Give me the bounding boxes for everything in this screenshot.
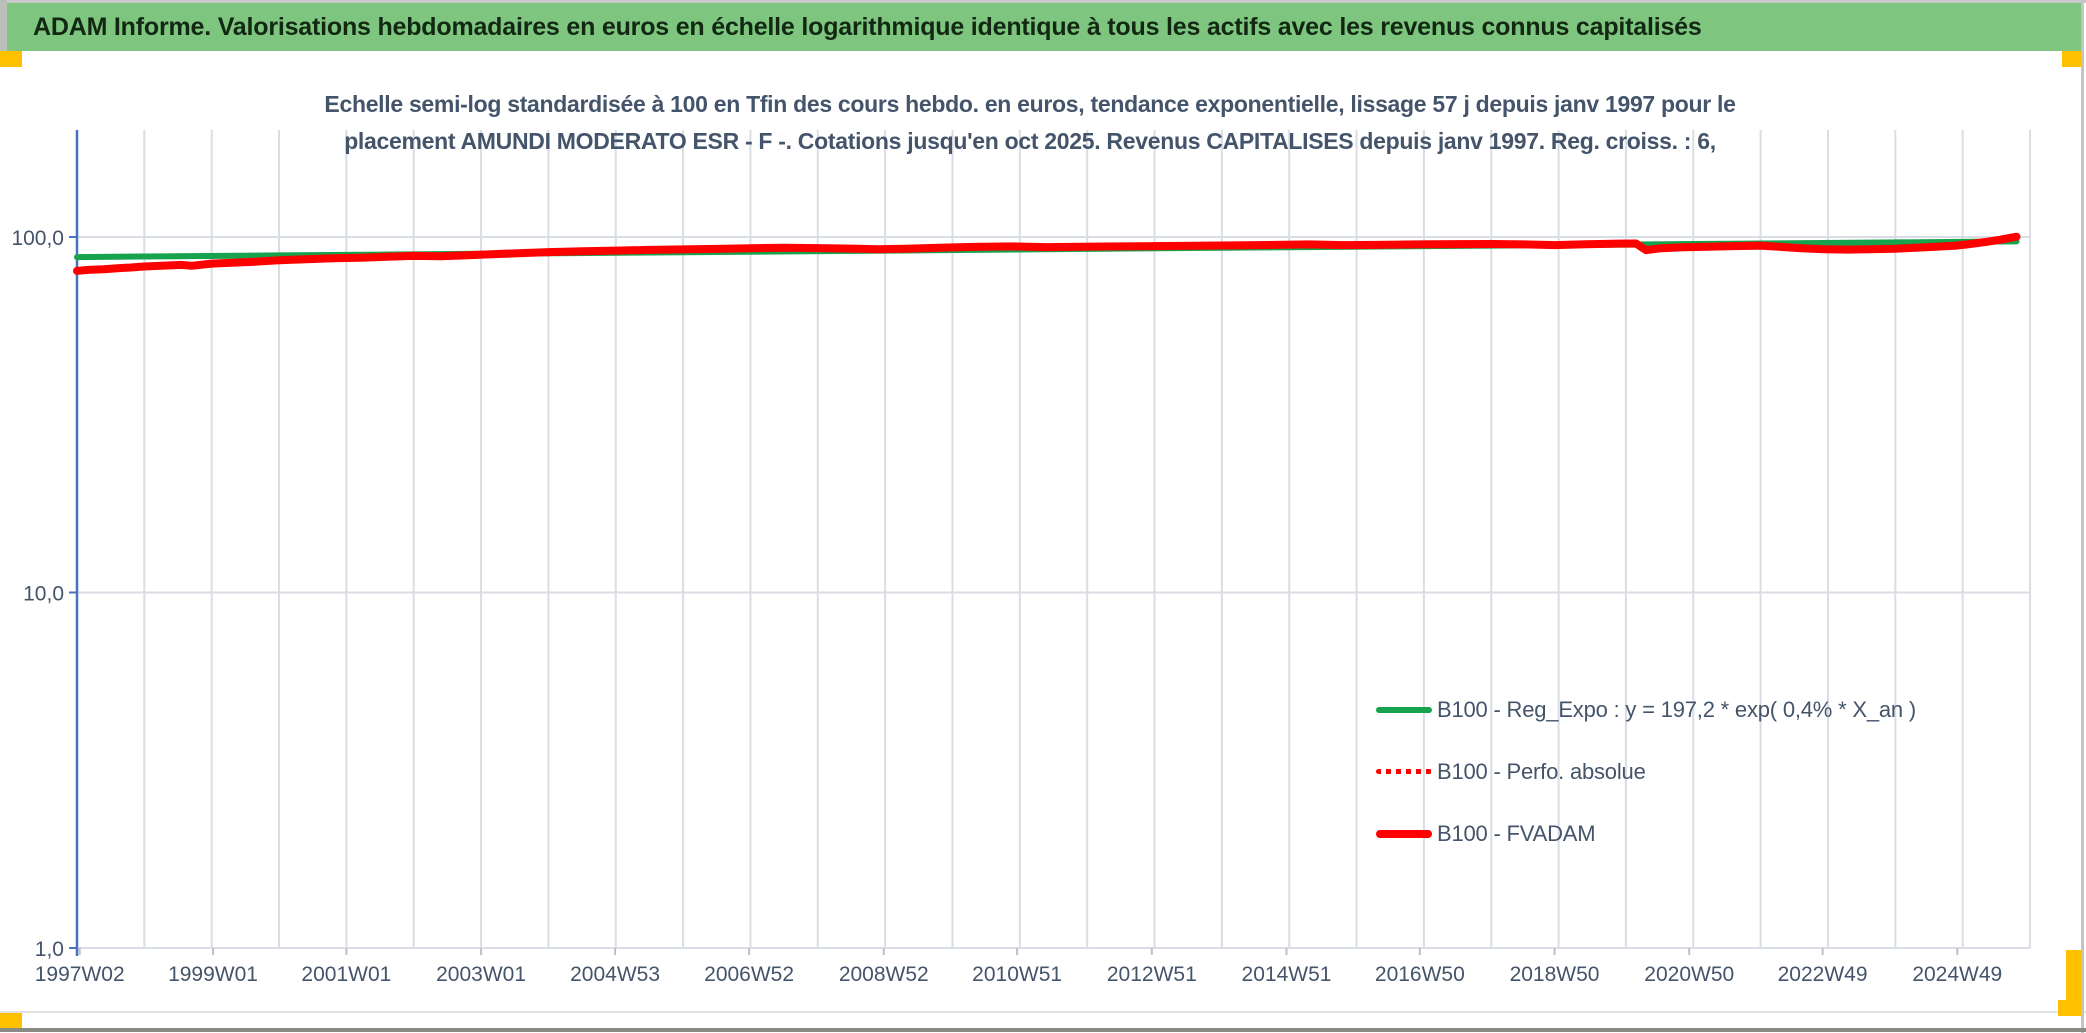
- y-axis-label: 10,0: [23, 583, 64, 606]
- x-axis-label: 2014W51: [1242, 963, 1332, 986]
- x-axis-label: 1997W02: [35, 963, 125, 986]
- legend-label-perfo-absolue: B100 - Perfo. absolue: [1437, 758, 1646, 784]
- x-axis-label: 2012W51: [1107, 963, 1197, 986]
- red-line-legend-icon: [1376, 829, 1432, 838]
- chart-title: Echelle semi-log standardisée à 100 en T…: [230, 86, 1830, 160]
- y-axis-label: 1,0: [35, 938, 64, 961]
- top-border: [0, 0, 2086, 3]
- page-title: ADAM Informe. Valorisations hebdomadaire…: [33, 12, 1702, 41]
- yellow-marker-top-right: [2062, 51, 2082, 67]
- chart-legend: B100 - Reg_Expo : y = 197,2 * exp( 0,4% …: [1376, 696, 1916, 847]
- header-bar: ADAM Informe. Valorisations hebdomadaire…: [7, 3, 2081, 51]
- yellow-marker-top-left: [0, 51, 22, 67]
- series-line: [73, 232, 2021, 275]
- x-axis-label: 2010W51: [972, 963, 1062, 986]
- green-line-legend-icon: [1376, 706, 1432, 713]
- legend-item-reg-expo: B100 - Reg_Expo : y = 197,2 * exp( 0,4% …: [1376, 696, 1916, 723]
- x-axis-label: 2008W52: [839, 963, 929, 986]
- chart-title-line1: Echelle semi-log standardisée à 100 en T…: [324, 91, 1736, 117]
- yellow-strip-right: [2066, 950, 2082, 1015]
- x-axis-label: 2003W01: [436, 963, 526, 986]
- yellow-marker-bottom-left: [0, 1013, 22, 1028]
- chart-title-line2: placement AMUNDI MODERATO ESR - F -. Cot…: [344, 128, 1716, 154]
- legend-item-fvadam: B100 - FVADAM: [1376, 820, 1916, 847]
- x-axis-label: 2016W50: [1375, 963, 1465, 986]
- legend-label-fvadam: B100 - FVADAM: [1437, 820, 1596, 846]
- bottom-border: [0, 1028, 2086, 1032]
- x-axis-label: 2018W50: [1510, 963, 1600, 986]
- x-axis-label: 2006W52: [704, 963, 794, 986]
- x-axis-label: 2022W49: [1778, 963, 1868, 986]
- red-dotted-line-legend-icon: [1376, 769, 1432, 774]
- legend-label-reg-expo: B100 - Reg_Expo : y = 197,2 * exp( 0,4% …: [1437, 696, 1916, 722]
- x-axis-label: 2001W01: [301, 963, 391, 986]
- yellow-marker-bottom-right: [2058, 1000, 2082, 1016]
- y-axis-label: 100,0: [11, 227, 64, 250]
- header-left-edge: [0, 0, 7, 51]
- right-border: [2081, 0, 2084, 1033]
- x-axis-label: 1999W01: [168, 963, 258, 986]
- footer-divider: [0, 1011, 2086, 1013]
- legend-item-perfo-absolue: B100 - Perfo. absolue: [1376, 758, 1916, 785]
- x-axis-label: 2024W49: [1912, 963, 2002, 986]
- x-axis-label: 2004W53: [570, 963, 660, 986]
- x-axis-label: 2020W50: [1644, 963, 1734, 986]
